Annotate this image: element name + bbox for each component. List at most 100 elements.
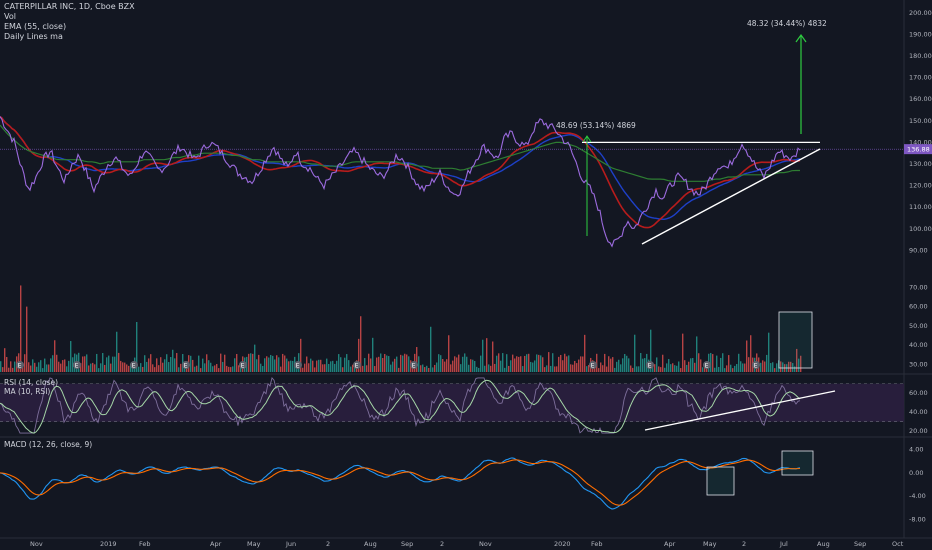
- volume-bar: [216, 363, 218, 372]
- volume-bar: [678, 361, 680, 372]
- volume-bar: [422, 364, 424, 372]
- earnings-marker-label: E: [184, 362, 188, 369]
- volume-bar: [602, 365, 604, 372]
- volume-bar: [712, 354, 714, 372]
- volume-bar: [94, 364, 96, 372]
- volume-bar: [334, 363, 336, 372]
- volume-bar: [320, 359, 322, 372]
- volume-bar: [264, 358, 266, 372]
- volume-bar: [396, 356, 398, 372]
- volume-bar: [510, 360, 512, 372]
- volume-bar: [702, 367, 704, 372]
- volume-bar: [456, 357, 458, 372]
- volume-bar: [404, 353, 406, 372]
- volume-bar: [116, 331, 118, 372]
- rsi-axis-tick: 60.00: [909, 389, 928, 397]
- volume-bar: [14, 361, 16, 372]
- volume-bar: [596, 353, 598, 372]
- earnings-marker-label: E: [412, 362, 416, 369]
- volume-bar: [160, 357, 162, 372]
- time-axis-tick: Jul: [779, 540, 788, 548]
- volume-bar: [142, 366, 144, 372]
- volume-bar: [704, 365, 706, 372]
- price-axis-tick: 190.00: [909, 30, 932, 38]
- macd-axis-tick: -4.00: [909, 492, 926, 500]
- volume-bar: [106, 357, 108, 372]
- volume-bar: [344, 357, 346, 372]
- macd-line: [0, 457, 801, 510]
- volume-bar: [24, 354, 26, 372]
- study-ema-label[interactable]: EMA (55, close): [4, 22, 67, 31]
- volume-bar: [636, 366, 638, 372]
- time-axis-tick: Oct: [892, 540, 904, 548]
- volume-bar: [728, 355, 730, 372]
- study-vol-label[interactable]: Vol: [4, 12, 16, 21]
- study-daily-ma-label[interactable]: Daily Lines ma: [4, 32, 63, 41]
- volume-bar: [202, 358, 204, 372]
- volume-bar: [112, 356, 114, 372]
- volume-bar: [498, 353, 500, 372]
- volume-bar: [358, 338, 360, 372]
- volume-bar: [60, 363, 62, 372]
- volume-bar: [530, 361, 532, 372]
- volume-bar: [746, 340, 748, 372]
- volume-bar: [176, 353, 178, 372]
- volume-bar: [276, 355, 278, 372]
- volume-bar: [732, 368, 734, 372]
- volume-bar: [566, 356, 568, 372]
- volume-bar: [488, 364, 490, 372]
- volume-bar: [224, 354, 226, 372]
- volume-bar: [578, 359, 580, 372]
- earnings-marker: [16, 361, 24, 369]
- volume-bar: [782, 362, 784, 372]
- volume-bar: [664, 367, 666, 372]
- rsi-ma-label[interactable]: MA (10, RSI): [4, 387, 51, 396]
- volume-bar: [558, 356, 560, 372]
- volume-bar: [8, 367, 10, 372]
- macd-label[interactable]: MACD (12, 26, close, 9): [4, 440, 93, 449]
- volume-bar: [768, 332, 770, 372]
- volume-bar: [486, 338, 488, 372]
- macd-axis-tick: 4.00: [909, 446, 923, 454]
- volume-bar: [104, 364, 106, 372]
- volume-bar: [434, 364, 436, 372]
- volume-bar: [336, 360, 338, 372]
- volume-bar: [464, 353, 466, 372]
- volume-bar: [792, 363, 794, 372]
- volume-bar: [148, 358, 150, 372]
- rsi-label[interactable]: RSI (14, close): [4, 378, 59, 387]
- volume-bar: [20, 285, 22, 372]
- earnings-marker-label: E: [18, 362, 22, 369]
- price-axis-tick: 120.00: [909, 182, 932, 190]
- volume-bar: [178, 367, 180, 372]
- volume-bar: [210, 362, 212, 372]
- volume-bar: [324, 364, 326, 372]
- volume-bar: [618, 359, 620, 372]
- volume-bar: [582, 356, 584, 372]
- volume-bar: [424, 367, 426, 372]
- volume-bar: [322, 364, 324, 372]
- volume-bar: [476, 366, 478, 372]
- volume-bar: [58, 361, 60, 372]
- volume-bar: [622, 358, 624, 372]
- volume-bar: [546, 365, 548, 372]
- volume-bar: [642, 358, 644, 372]
- volume-bar: [588, 364, 590, 372]
- volume-bar: [794, 366, 796, 372]
- volume-bar: [150, 354, 152, 372]
- volume-bar: [260, 363, 262, 372]
- price-axis-tick: 160.00: [909, 95, 932, 103]
- measured-arrow-head: [582, 135, 592, 143]
- volume-bar: [550, 365, 552, 372]
- volume-bar: [146, 361, 148, 372]
- volume-bar: [200, 368, 202, 372]
- volume-bar: [760, 362, 762, 372]
- volume-bar: [140, 363, 142, 372]
- time-axis-tick: Sep: [854, 540, 866, 548]
- volume-bar: [610, 358, 612, 372]
- volume-bar: [444, 361, 446, 372]
- symbol-title[interactable]: CATERPILLAR INC, 1D, Cboe BZX: [4, 2, 135, 11]
- price-axis-tick: 200.00: [909, 9, 932, 17]
- volume-bar: [408, 356, 410, 372]
